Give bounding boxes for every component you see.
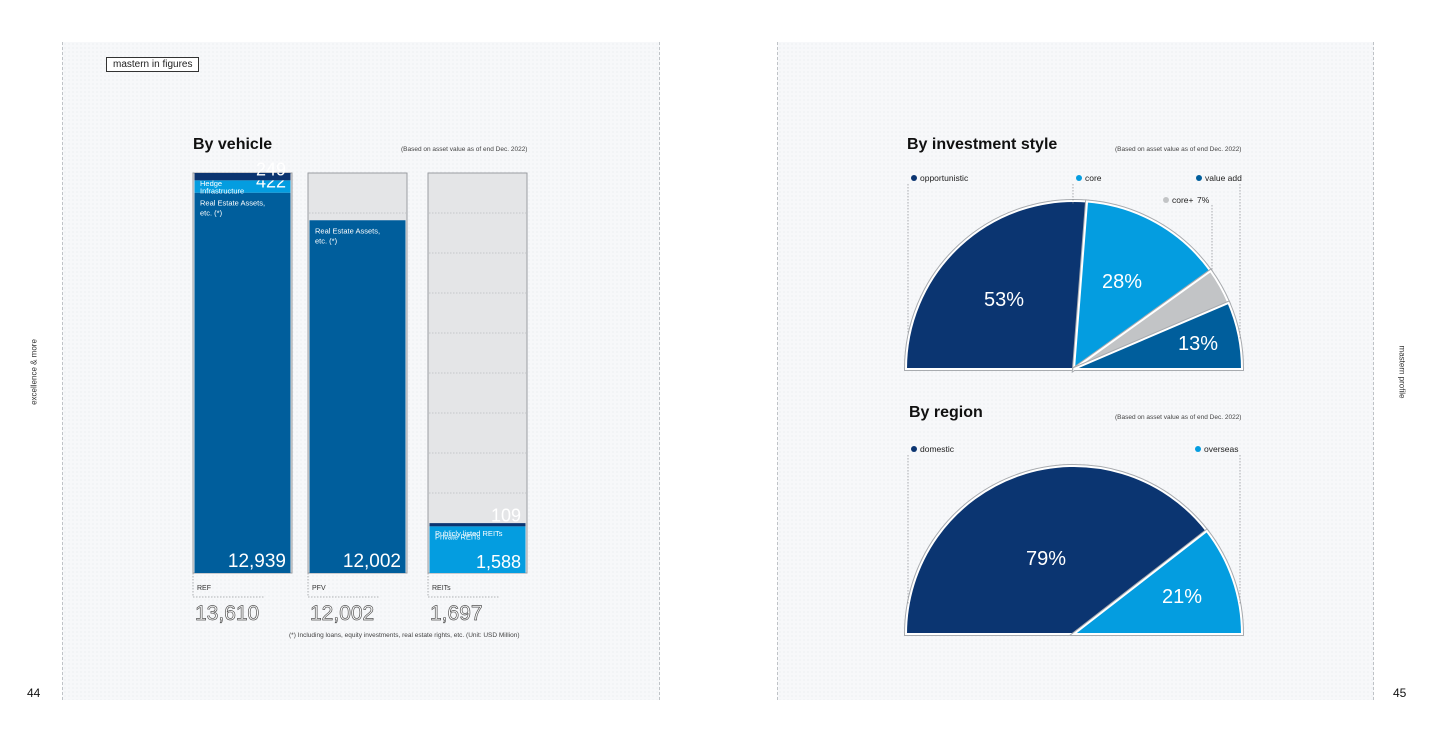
segment-name-ref-infrastructure: Infrastructure <box>200 186 244 195</box>
segment-name-ref-hedge: Hedge <box>200 179 222 188</box>
category-label-pfv: PFV <box>312 585 326 592</box>
bar-segment-ref-hedge <box>194 173 291 181</box>
category-label-reits: REITs <box>432 585 451 592</box>
segment-value-reits-private-reits: 1,588 <box>476 552 521 572</box>
bar-segment-pfv-real-estate-assets-etc <box>309 220 406 573</box>
region-chart-title: By region <box>909 404 983 421</box>
style-chart-title: By investment style <box>907 136 1058 153</box>
page-number-left: 44 <box>27 686 41 700</box>
segment-name-pfv-real-estate-assets-etc: Real Estate Assets, <box>315 226 380 235</box>
vehicle-basis-note: (Based on asset value as of end Dec. 202… <box>401 146 528 153</box>
segment-name-reits-private-reits: Private REITs <box>435 532 481 541</box>
region-basis-note: (Based on asset value as of end Dec. 202… <box>1115 414 1242 421</box>
segment-name-pfv-real-estate-assets-etc: etc. (*) <box>315 236 338 245</box>
section-tag: mastern in figures <box>106 57 200 72</box>
category-total-pfv: 12,002 <box>310 602 374 625</box>
segment-value-pfv-real-estate-assets-etc: 12,002 <box>343 551 401 572</box>
bar-segment-ref-infrastructure <box>194 180 291 193</box>
segment-value-ref-real-estate-assets-etc: 12,939 <box>228 551 286 572</box>
vehicle-footnote: (*) Including loans, equity investments,… <box>289 632 520 639</box>
bar-segment-reits-publicly-listed-reits <box>429 523 526 527</box>
segment-name-reits-publicly-listed-reits: Publicly listed REITs <box>435 529 503 538</box>
bar-segment-ref-real-estate-assets-etc <box>194 192 291 573</box>
category-total-ref: 13,610 <box>195 602 259 625</box>
segment-value-reits-publicly-listed-reits: 109 <box>491 505 521 525</box>
segment-value-ref-hedge: 249 <box>256 159 286 179</box>
category-total-reits: 1,697 <box>430 602 483 625</box>
segment-name-ref-real-estate-assets-etc: etc. (*) <box>200 209 223 218</box>
segment-name-ref-real-estate-assets-etc: Real Estate Assets, <box>200 199 265 208</box>
vehicle-chart-title: By vehicle <box>193 136 273 153</box>
style-basis-note: (Based on asset value as of end Dec. 202… <box>1115 146 1242 153</box>
category-label-ref: REF <box>197 585 211 592</box>
page-number-right: 45 <box>1393 686 1407 700</box>
bar-segment-reits-private-reits <box>429 526 526 573</box>
